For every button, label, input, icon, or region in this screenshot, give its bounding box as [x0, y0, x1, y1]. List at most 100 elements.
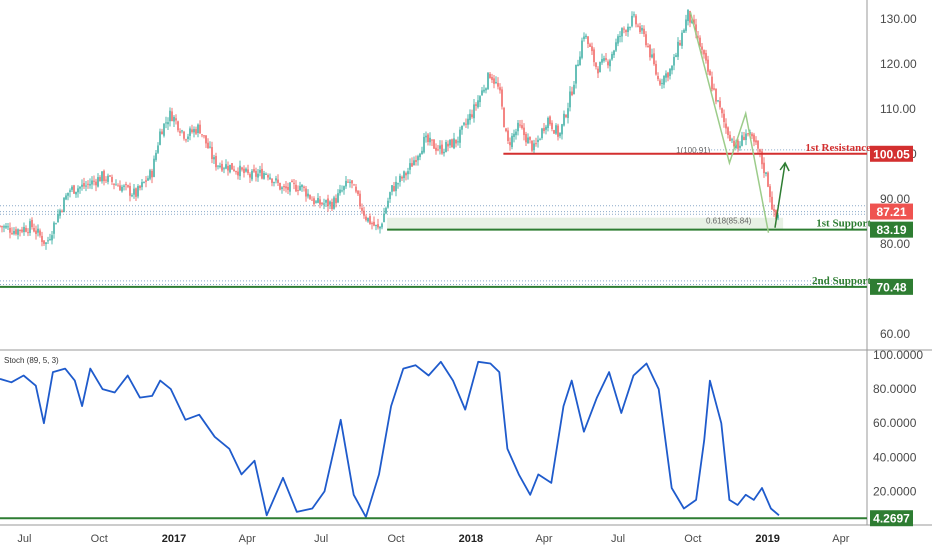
candle-body: [701, 46, 703, 50]
candle-body: [193, 129, 195, 133]
candle-body: [335, 198, 337, 204]
candle-body: [423, 136, 425, 153]
price-drawings: [689, 12, 790, 233]
candle-body: [587, 36, 589, 45]
candle-body: [625, 30, 627, 33]
candle-body: [559, 132, 561, 137]
candle-body: [377, 224, 379, 228]
candle-body: [169, 110, 171, 122]
candle-body: [399, 175, 401, 183]
candle-body: [199, 124, 201, 134]
candle-body: [233, 169, 235, 172]
price-badge: [870, 221, 913, 238]
candle-body: [429, 137, 431, 143]
candle-body: [741, 135, 743, 146]
candle-body: [465, 123, 467, 125]
candle-body: [23, 226, 25, 233]
candle-body: [723, 113, 725, 123]
candle-body: [459, 129, 461, 143]
price-badges: 100.05 87.21 83.19 70.48: [870, 145, 913, 295]
candle-body: [317, 197, 319, 203]
candle-body: [569, 91, 571, 108]
candle-body: [755, 140, 757, 143]
candle-body: [449, 139, 451, 146]
candle-body: [581, 40, 583, 58]
candle-body: [47, 240, 49, 242]
wave-drawing: [689, 12, 770, 233]
candle-body: [659, 80, 661, 85]
candle-body: [351, 180, 353, 184]
price-tick-label: 90.00: [880, 192, 910, 206]
candle-body: [73, 185, 75, 194]
candle-body: [391, 185, 393, 192]
candle-body: [105, 179, 107, 181]
candle-body: [407, 171, 409, 175]
candle-body: [207, 142, 209, 149]
candle-body: [119, 185, 121, 191]
candle-body: [321, 202, 323, 205]
candle-body: [167, 122, 169, 125]
candle-body: [681, 32, 683, 46]
candle-body: [555, 125, 557, 134]
candle-body: [479, 96, 481, 103]
stoch-panel: 100.0000 80.0000 60.0000 40.0000 20.0000 4.26…: [0, 348, 923, 527]
candle-body: [669, 68, 671, 76]
candle-body: [357, 190, 359, 195]
candle-body: [761, 151, 763, 165]
candle-body: [685, 19, 687, 31]
candle-body: [547, 117, 549, 129]
candle-body: [19, 229, 21, 231]
candle-body: [649, 44, 651, 58]
candle-body: [309, 194, 311, 199]
candle-body: [147, 178, 149, 181]
candle-body: [343, 186, 345, 191]
candle-body: [485, 88, 487, 91]
candle-body: [69, 190, 71, 192]
candle-body: [765, 172, 767, 174]
candle-body: [515, 131, 517, 136]
candle-body: [577, 64, 579, 66]
candle-body: [603, 58, 605, 61]
candle-body: [633, 14, 635, 16]
candle-body: [27, 232, 29, 234]
time-axis[interactable]: Jul Oct 2017 Apr Jul Oct 2018 Apr Jul Oct 2019 Apr: [17, 533, 849, 545]
candle-body: [229, 164, 231, 173]
candle-body: [743, 136, 745, 141]
candle-body: [501, 89, 503, 107]
candle-body: [113, 183, 115, 185]
candle-body: [673, 56, 675, 66]
candle-body: [41, 235, 43, 242]
stoch-tick-label: 80.0000: [873, 382, 917, 396]
candle-body: [1, 226, 3, 228]
stoch-indicator-label: Stoch (89, 5, 3): [4, 356, 59, 365]
candle-body: [365, 216, 367, 221]
candle-body: [637, 25, 639, 27]
candle-body: [17, 229, 19, 235]
candle-body: [445, 142, 447, 152]
candle-body: [461, 125, 463, 130]
candle-body: [655, 64, 657, 75]
time-tick-label: Oct: [684, 533, 701, 545]
candle-body: [397, 183, 399, 185]
candle-body: [503, 107, 505, 128]
candle-body: [387, 200, 389, 208]
candle-body: [419, 153, 421, 158]
candle-body: [251, 170, 253, 180]
candle-body: [507, 130, 509, 141]
candle-body: [231, 163, 233, 170]
candle-body: [499, 87, 501, 91]
candle-body: [9, 227, 11, 233]
candle-body: [727, 127, 729, 135]
candle-body: [653, 53, 655, 65]
candle-body: [203, 135, 205, 137]
candle-body: [441, 144, 443, 154]
candle-body: [355, 186, 357, 192]
candle-body: [75, 191, 77, 195]
candle-body: [361, 207, 363, 211]
candle-body: [585, 35, 587, 38]
candle-body: [211, 147, 213, 160]
candle-body: [311, 199, 313, 201]
candle-body: [259, 169, 261, 173]
